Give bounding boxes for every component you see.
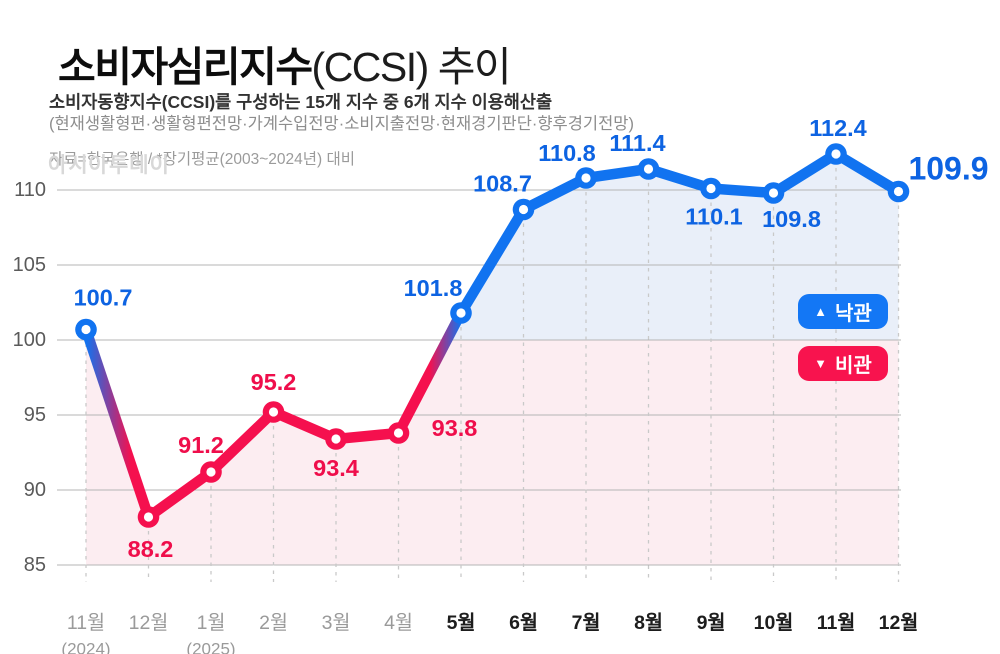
svg-text:111.4: 111.4 <box>609 130 665 156</box>
legend-pessimism: ▼ 비관 <box>798 346 888 381</box>
svg-text:12월: 12월 <box>879 612 919 634</box>
page-title-strong: 소비자심리지수 <box>58 44 313 91</box>
svg-text:8월: 8월 <box>634 612 663 634</box>
svg-text:110: 110 <box>14 179 46 201</box>
svg-text:110.1: 110.1 <box>685 204 743 230</box>
svg-text:93.4: 93.4 <box>313 455 359 481</box>
page-title: 소비자심리지수(CCSI) 추이 <box>58 33 512 93</box>
watermark-logo: 아시아투데이 <box>48 154 170 177</box>
svg-text:7월: 7월 <box>572 612 601 634</box>
legend-optimism-label: 낙관 <box>835 303 872 325</box>
svg-text:90: 90 <box>24 479 46 501</box>
svg-text:93.8: 93.8 <box>432 415 478 441</box>
svg-text:11월: 11월 <box>67 612 105 634</box>
chart-subtitle-detail: (현재생활형편·생활형편전망·가계수입전망·소비지출전망·현재경기판단·향후경기… <box>49 114 634 133</box>
svg-text:95.2: 95.2 <box>251 369 297 395</box>
svg-text:4월: 4월 <box>384 612 413 634</box>
svg-text:95: 95 <box>24 404 46 426</box>
svg-text:11월: 11월 <box>817 612 856 634</box>
svg-text:91.2: 91.2 <box>178 432 224 458</box>
page-title-rest: (CCSI) 추이 <box>311 44 512 91</box>
down-triangle-icon: ▼ <box>814 356 828 371</box>
svg-text:112.4: 112.4 <box>809 115 867 141</box>
svg-text:85: 85 <box>24 554 46 576</box>
svg-text:100.7: 100.7 <box>74 285 133 311</box>
svg-text:2월: 2월 <box>259 612 288 634</box>
svg-text:10월: 10월 <box>754 612 794 634</box>
source-note: 자료=한국은행 / *장기평균(2003~2024년) 대비 <box>49 150 356 168</box>
svg-text:1월: 1월 <box>197 612 226 634</box>
svg-text:109.8: 109.8 <box>762 206 821 232</box>
svg-text:101.8: 101.8 <box>404 275 463 301</box>
legend-optimism: ▲ 낙관 <box>798 294 888 329</box>
svg-text:110.8: 110.8 <box>538 140 596 166</box>
svg-text:(2024): (2024) <box>61 640 110 654</box>
svg-text:3월: 3월 <box>322 612 351 634</box>
svg-text:(2025): (2025) <box>186 640 235 654</box>
svg-text:5월: 5월 <box>447 612 476 634</box>
legend-pessimism-label: 비관 <box>835 355 872 377</box>
chart-subtitle: 소비자동향지수(CCSI)를 구성하는 15개 지수 중 6개 지수 이용해산출 <box>49 91 553 112</box>
svg-text:12월: 12월 <box>129 612 169 634</box>
svg-text:109.9: 109.9 <box>908 151 988 187</box>
svg-text:88.2: 88.2 <box>128 536 174 562</box>
up-triangle-icon: ▲ <box>814 304 828 319</box>
svg-text:108.7: 108.7 <box>473 171 532 197</box>
svg-text:105: 105 <box>13 254 46 276</box>
svg-text:100: 100 <box>13 329 46 351</box>
chart-legend: ▲ 낙관 ▼ 비관 <box>798 294 888 381</box>
svg-text:9월: 9월 <box>697 612 726 634</box>
svg-text:6월: 6월 <box>509 612 538 634</box>
